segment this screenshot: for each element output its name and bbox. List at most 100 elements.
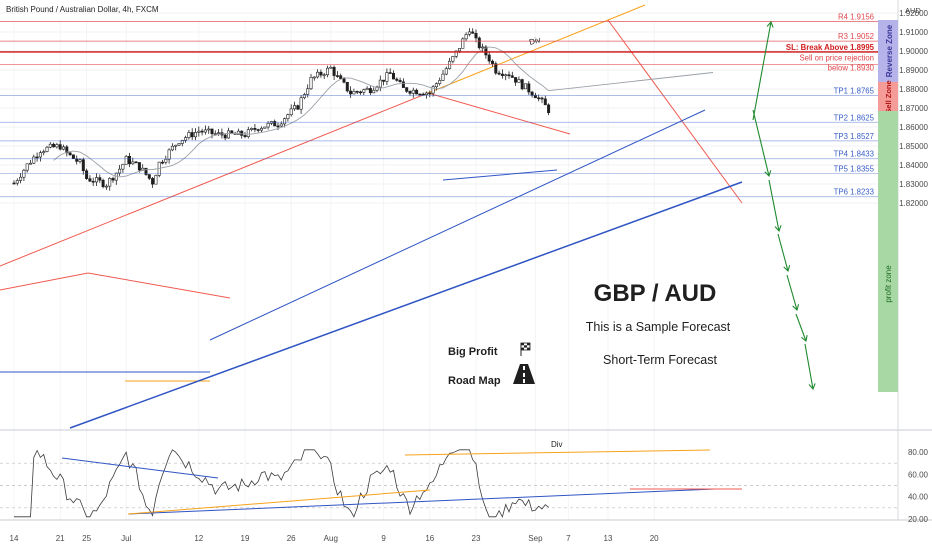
candle-body — [167, 149, 171, 160]
candle-body — [52, 143, 56, 148]
time-tick-label: 14 — [10, 534, 19, 543]
candle-body — [316, 71, 320, 78]
candle-body — [259, 127, 263, 131]
candle-body — [61, 146, 65, 150]
forecast-arrow — [752, 21, 772, 121]
candle-body — [108, 178, 112, 187]
candle-body — [527, 83, 531, 93]
time-tick-label: 21 — [56, 534, 65, 543]
candle-body — [15, 180, 19, 184]
candle-body — [292, 105, 296, 110]
rsi-tick-label: 60.00 — [908, 470, 929, 479]
price-tick-label: 1.92000 — [899, 9, 928, 18]
candle-body — [141, 167, 145, 171]
candles — [12, 28, 714, 191]
candle-body — [48, 143, 52, 148]
candle-body — [325, 67, 329, 76]
mid-red-line — [427, 92, 571, 135]
time-tick-label: Jul — [121, 534, 131, 543]
candle-body — [210, 128, 214, 135]
level-label: R4 1.9156 — [838, 12, 874, 21]
candle-body — [236, 130, 240, 135]
time-tick-label: 26 — [287, 534, 296, 543]
channel-top-orange — [427, 4, 646, 94]
candle-body — [104, 185, 108, 188]
candle-body — [448, 60, 452, 69]
forecast-arrowhead — [764, 170, 772, 178]
forecast-arrows — [752, 20, 816, 391]
time-tick-label: Sep — [528, 534, 543, 543]
candle-body — [415, 89, 419, 95]
candle-body — [375, 86, 379, 91]
big-profit-label: Big Profit — [448, 346, 498, 358]
candle-body — [124, 155, 128, 165]
candle-body — [398, 80, 402, 83]
forecast-arrow — [795, 313, 807, 342]
level-label: TP2 1.8625 — [834, 113, 875, 122]
candle-body — [302, 94, 306, 99]
time-tick-label: 16 — [425, 534, 434, 543]
candle-body — [85, 170, 89, 179]
candle-body — [424, 92, 428, 96]
candle-body — [345, 81, 349, 92]
forecast-arrow — [786, 274, 798, 311]
candle-body — [401, 81, 405, 88]
time-tick-label: 25 — [82, 534, 91, 543]
time-tick-label: 13 — [604, 534, 613, 543]
candle-body — [147, 174, 151, 179]
candle-body — [28, 162, 32, 165]
road-map-label: Road Map — [448, 375, 501, 387]
candle-body — [329, 66, 333, 69]
candle-body — [504, 74, 508, 77]
level-label: below 1.8930 — [828, 63, 875, 72]
candle-body — [395, 78, 399, 81]
profit-zone — [878, 111, 898, 392]
forecast-arrow — [804, 343, 814, 390]
candle-body — [98, 177, 102, 181]
candle-body — [253, 127, 257, 130]
price-tick-label: 1.90000 — [899, 47, 928, 56]
candle-body — [477, 37, 481, 49]
candle-body — [12, 182, 16, 185]
candle-body — [223, 134, 227, 139]
candle-body — [319, 71, 323, 76]
price-tick-label: 1.91000 — [899, 28, 928, 37]
candle-body — [161, 161, 165, 164]
candle-body — [177, 143, 181, 146]
reverse-zone — [878, 20, 898, 82]
candle-body — [494, 63, 498, 74]
blue-mid-trend — [209, 109, 706, 341]
candle-body — [368, 88, 372, 94]
time-tick-label: 9 — [381, 534, 386, 543]
candle-body — [523, 83, 527, 90]
chart-title: British Pound / Australian Dollar, 4h, F… — [6, 5, 159, 14]
moving-average-line — [53, 46, 714, 178]
candle-body — [227, 130, 231, 139]
candle-body — [217, 132, 221, 134]
rsi-line — [14, 449, 549, 518]
candle-body — [533, 94, 537, 99]
candle-body — [507, 74, 511, 77]
candle-body — [537, 97, 541, 100]
candle-body — [322, 74, 326, 77]
currency-label: AUD — [905, 6, 921, 15]
candle-body — [273, 121, 277, 127]
candle-body — [388, 72, 392, 74]
candle-body — [111, 178, 115, 181]
price-grid — [0, 12, 898, 520]
candle-body — [312, 76, 316, 79]
price-tick-label: 1.83000 — [899, 180, 928, 189]
price-tick-label: 1.87000 — [899, 104, 928, 113]
level-label: TP4 1.8433 — [834, 150, 874, 159]
level-label: R3 1.9052 — [838, 32, 874, 41]
price-tick-label: 1.85000 — [899, 142, 928, 151]
time-tick-label: 12 — [194, 534, 203, 543]
candle-body — [164, 158, 168, 163]
candle-body — [365, 88, 369, 91]
blue-long-trend — [69, 181, 743, 429]
price-tick-label: 1.88000 — [899, 85, 928, 94]
rsi-tick-label: 20.00 — [908, 515, 929, 524]
candle-body — [279, 123, 283, 127]
rsi-orange-top — [404, 449, 711, 456]
candle-body — [362, 89, 366, 93]
